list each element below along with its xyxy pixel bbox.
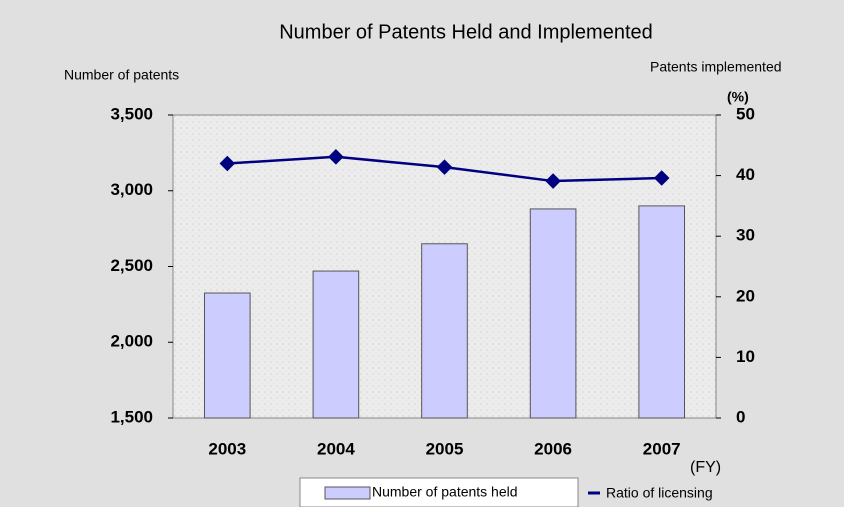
bar bbox=[421, 243, 468, 419]
x-tick-label: 2007 bbox=[643, 439, 681, 458]
y2-tick-label: 30 bbox=[736, 226, 755, 245]
chart-title: Number of Patents Held and Implemented bbox=[279, 21, 653, 43]
y2-tick-label: 10 bbox=[736, 347, 755, 366]
legend-swatch bbox=[324, 486, 371, 500]
legend-label: Number of patents held bbox=[372, 484, 518, 500]
y2-tick-label: 40 bbox=[736, 165, 755, 184]
bar bbox=[529, 208, 577, 419]
marker bbox=[328, 149, 344, 165]
x-tick-label: 2005 bbox=[426, 439, 464, 458]
y2-tick-label: 0 bbox=[736, 407, 745, 426]
y2-tick-label: 20 bbox=[736, 286, 755, 305]
y-tick-label: 3,000 bbox=[110, 180, 153, 199]
x-tick-label: 2003 bbox=[208, 439, 246, 458]
y-tick-label: 2,500 bbox=[110, 256, 153, 275]
marker bbox=[436, 159, 453, 175]
y-tick-label: 2,000 bbox=[110, 332, 153, 351]
bar bbox=[203, 292, 251, 419]
y2-axis-label: Patents implemented bbox=[650, 59, 782, 75]
legend-label: Ratio of licensing bbox=[606, 485, 713, 501]
marker bbox=[653, 170, 670, 186]
bar bbox=[312, 270, 360, 419]
y2-tick-label: 50 bbox=[736, 104, 755, 123]
x-tick-label: 2006 bbox=[534, 439, 572, 458]
y-tick-label: 1,500 bbox=[110, 407, 153, 426]
x-tick-label: 2004 bbox=[317, 439, 355, 458]
marker bbox=[219, 155, 236, 172]
bar bbox=[638, 205, 686, 419]
y-tick-label: 3,500 bbox=[110, 104, 153, 123]
x-unit: (FY) bbox=[690, 459, 721, 476]
marker bbox=[545, 173, 561, 189]
y2-unit: (%) bbox=[727, 89, 749, 105]
y-axis-label: Number of patents bbox=[64, 67, 179, 83]
